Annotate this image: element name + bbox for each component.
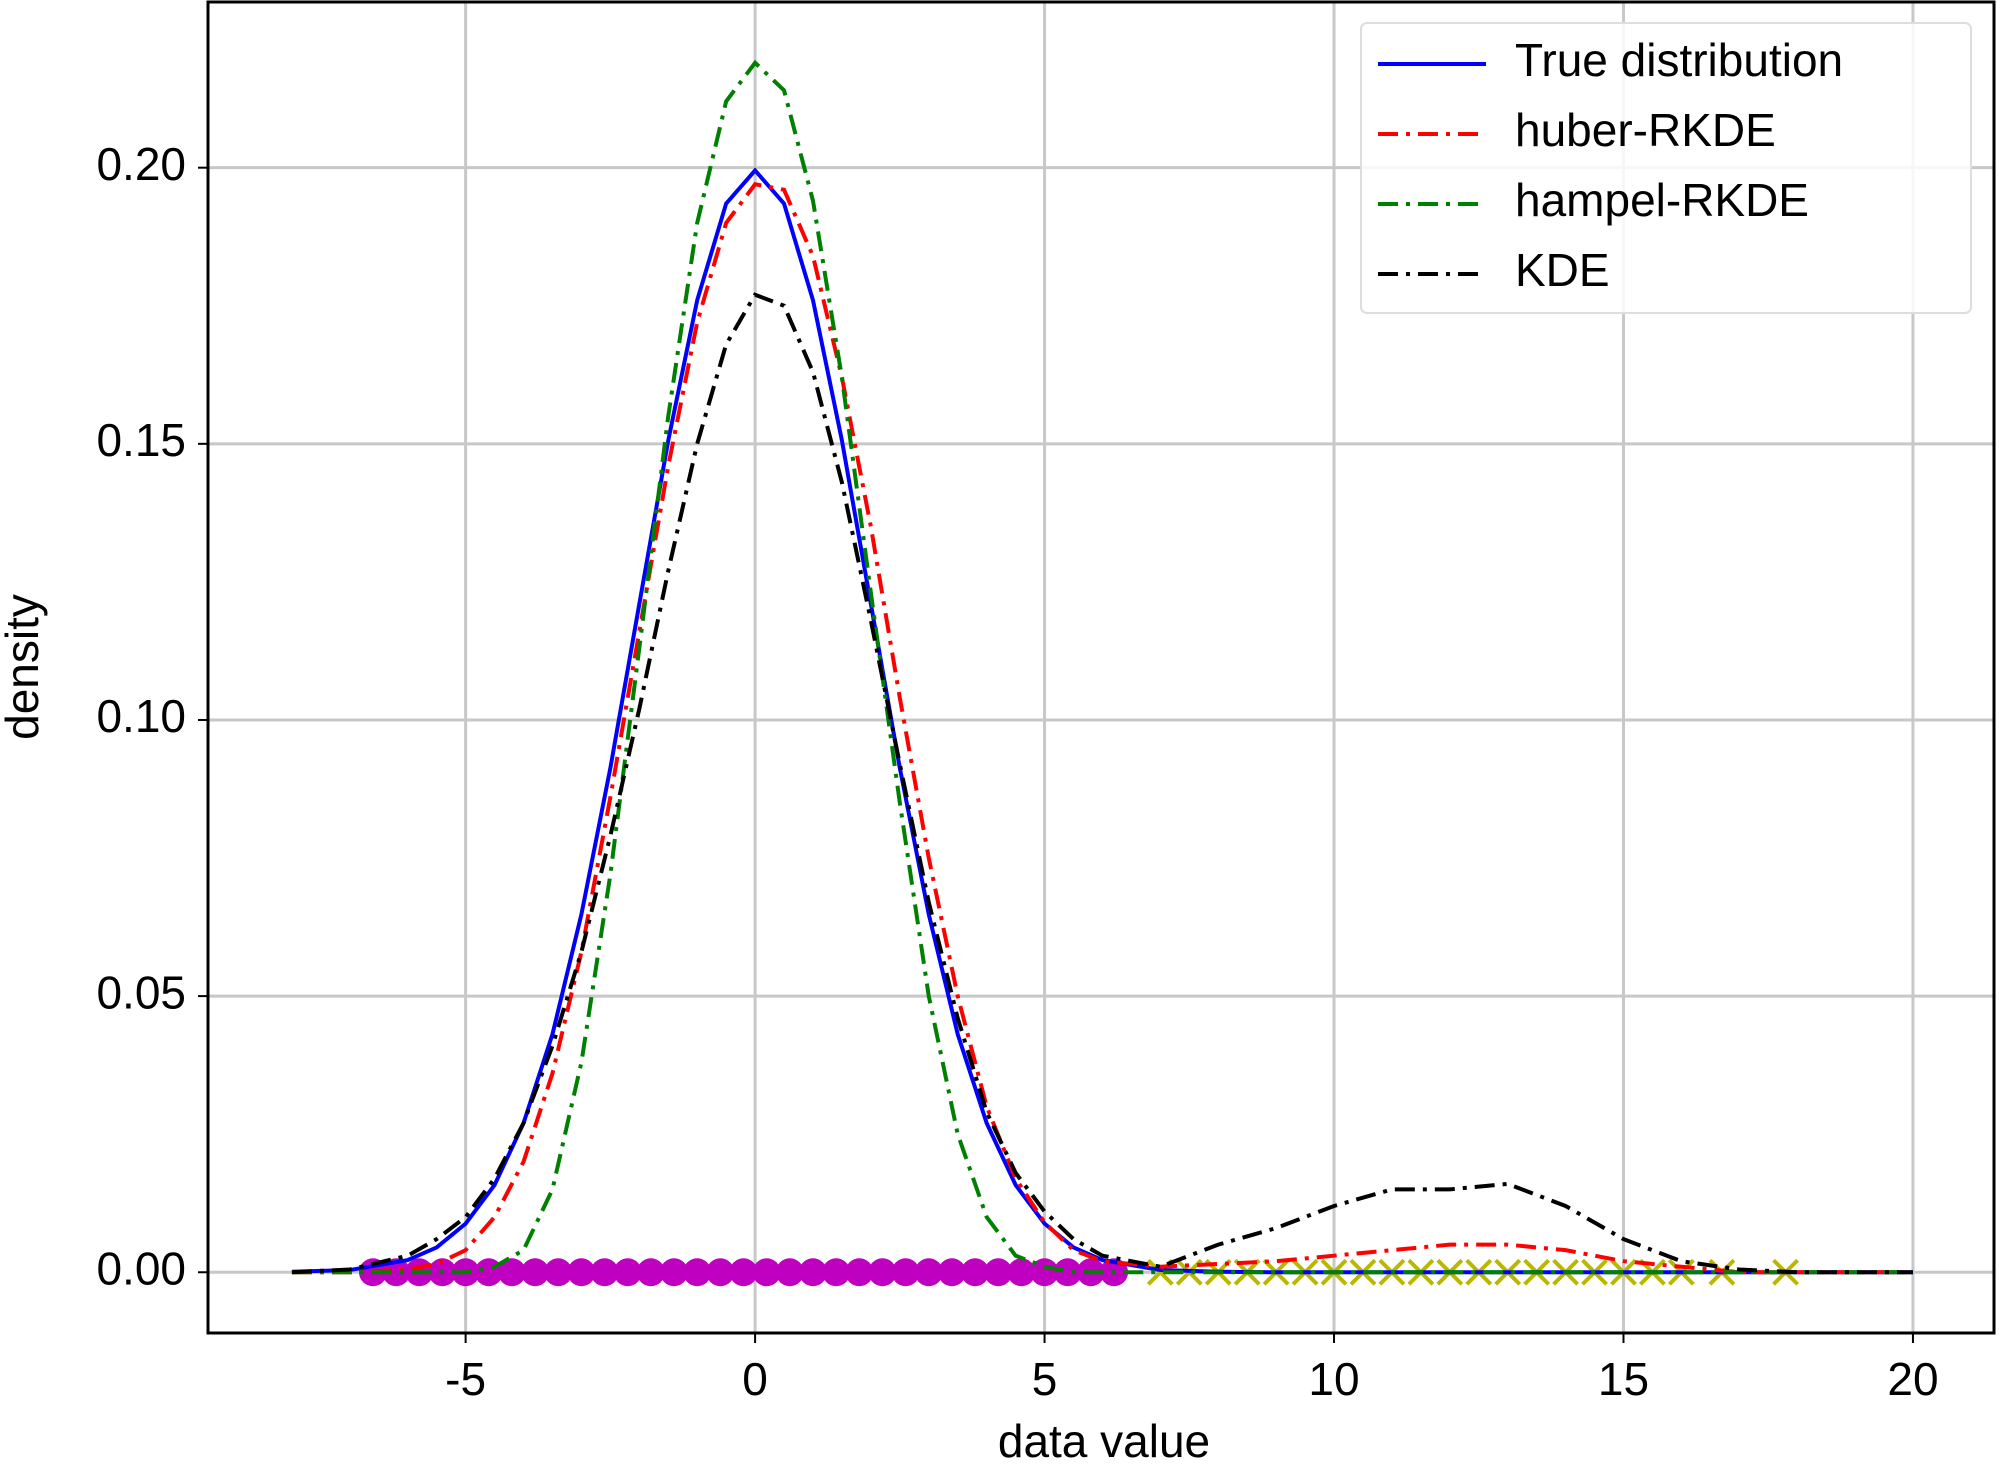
inlier-point bbox=[798, 1258, 827, 1287]
inlier-point bbox=[822, 1258, 851, 1287]
series-line bbox=[291, 292, 1913, 1275]
series-line bbox=[291, 182, 1913, 1275]
inlier-point bbox=[775, 1258, 804, 1287]
y-axis-label: density bbox=[0, 594, 48, 740]
legend-label: hampel-RKDE bbox=[1515, 174, 1809, 226]
y-tick-label: 0.20 bbox=[96, 138, 186, 190]
inlier-point bbox=[497, 1258, 526, 1287]
inlier-point bbox=[845, 1258, 874, 1287]
inlier-point bbox=[868, 1258, 897, 1287]
legend-box bbox=[1360, 22, 1972, 314]
x-tick-label: 0 bbox=[742, 1353, 768, 1405]
series-line bbox=[291, 59, 1913, 1275]
x-tick-label: -5 bbox=[445, 1353, 486, 1405]
inlier-point bbox=[636, 1258, 665, 1287]
x-tick-label: 15 bbox=[1598, 1353, 1649, 1405]
inlier-point bbox=[521, 1258, 550, 1287]
inlier-point bbox=[590, 1258, 619, 1287]
y-tick-label: 0.15 bbox=[96, 414, 186, 466]
inlier-point bbox=[891, 1258, 920, 1287]
inlier-point bbox=[706, 1258, 735, 1287]
inlier-point bbox=[567, 1258, 596, 1287]
inlier-point bbox=[961, 1258, 990, 1287]
legend-label: huber-RKDE bbox=[1515, 104, 1776, 156]
legend-label: True distribution bbox=[1515, 34, 1843, 86]
y-tick-label: 0.05 bbox=[96, 966, 186, 1018]
legend-label: KDE bbox=[1515, 244, 1610, 296]
inlier-point bbox=[544, 1258, 573, 1287]
inlier-point bbox=[1030, 1258, 1059, 1287]
inlier-point bbox=[752, 1258, 781, 1287]
inlier-point bbox=[914, 1258, 943, 1287]
x-tick-label: 5 bbox=[1032, 1353, 1058, 1405]
inlier-point bbox=[1007, 1258, 1036, 1287]
x-axis-label: data value bbox=[998, 1415, 1210, 1465]
inlier-point bbox=[729, 1258, 758, 1287]
inlier-point bbox=[660, 1258, 689, 1287]
y-tick-label: 0.10 bbox=[96, 690, 186, 742]
inlier-point bbox=[1053, 1258, 1082, 1287]
x-tick-label: 10 bbox=[1308, 1353, 1359, 1405]
inlier-point bbox=[613, 1258, 642, 1287]
plot-frame bbox=[206, 0, 1996, 1335]
inlier-point bbox=[984, 1258, 1013, 1287]
y-tick-label: 0.00 bbox=[96, 1242, 186, 1294]
inlier-point bbox=[937, 1258, 966, 1287]
inlier-point bbox=[683, 1258, 712, 1287]
x-tick-label: 20 bbox=[1887, 1353, 1938, 1405]
